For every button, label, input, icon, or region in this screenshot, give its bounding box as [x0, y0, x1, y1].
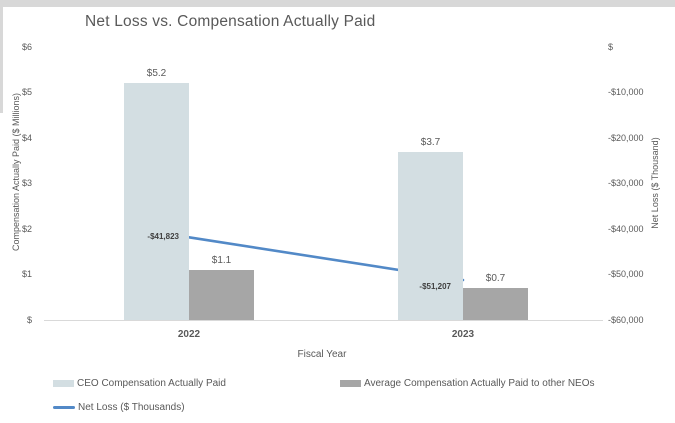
category-label: 2023	[451, 329, 475, 340]
category-label: 2022	[177, 329, 201, 340]
legend-label: Net Loss ($ Thousands)	[78, 402, 185, 413]
window-edge-left	[0, 0, 3, 113]
y-axis-left-tick-label: $5	[21, 87, 32, 97]
bar-neo-2023[interactable]	[463, 288, 528, 320]
line-point-label: -$51,207	[419, 281, 451, 291]
y-axis-left-tick-label: $1	[21, 269, 32, 279]
line-point-label: -$41,823	[147, 232, 179, 242]
x-axis-title: Fiscal Year	[297, 349, 347, 360]
legend-swatch	[53, 406, 75, 409]
legend-label: Average Compensation Actually Paid to ot…	[364, 378, 595, 389]
chart-title: Net Loss vs. Compensation Actually Paid	[85, 13, 376, 30]
x-axis-line	[44, 320, 603, 321]
window-edge-top	[0, 0, 675, 7]
bar-value-label: $5.2	[146, 68, 167, 80]
y-axis-right-title: Net Loss ($ Thousand)	[650, 137, 660, 229]
y-axis-right-tick-label: -$50,000	[608, 269, 644, 279]
y-axis-left-tick-label: $6	[21, 41, 32, 52]
y-axis-right-tick-label: -$30,000	[608, 178, 644, 188]
legend-swatch	[53, 380, 74, 387]
y-axis-left-tick-label: $3	[21, 178, 32, 188]
y-axis-left-tick-label: $4	[21, 132, 32, 143]
legend-item[interactable]: Net Loss ($ Thousands)	[53, 402, 185, 413]
y-axis-left-tick-label: $2	[21, 223, 32, 234]
bar-ceo-2022[interactable]	[124, 83, 189, 320]
y-axis-right-tick-label: -$40,000	[608, 223, 644, 234]
bar-ceo-2023[interactable]	[398, 151, 463, 320]
y-axis-right-tick-label: -$20,000	[608, 132, 644, 143]
y-axis-left-tick-label: $	[26, 314, 32, 325]
legend-item[interactable]: Average Compensation Actually Paid to ot…	[340, 378, 595, 389]
bar-neo-2022[interactable]	[189, 269, 254, 320]
legend-label: CEO Compensation Actually Paid	[77, 378, 226, 389]
bar-value-label: $1.1	[211, 254, 232, 266]
bar-value-label: $0.7	[485, 273, 506, 285]
legend-swatch	[340, 380, 361, 387]
y-axis-right-tick-label: -$60,000	[608, 314, 644, 325]
bar-value-label: $3.7	[420, 136, 441, 148]
legend-item[interactable]: CEO Compensation Actually Paid	[53, 378, 226, 389]
y-axis-right-tick-label: $	[608, 41, 614, 52]
y-axis-right-tick-label: -$10,000	[608, 87, 644, 97]
